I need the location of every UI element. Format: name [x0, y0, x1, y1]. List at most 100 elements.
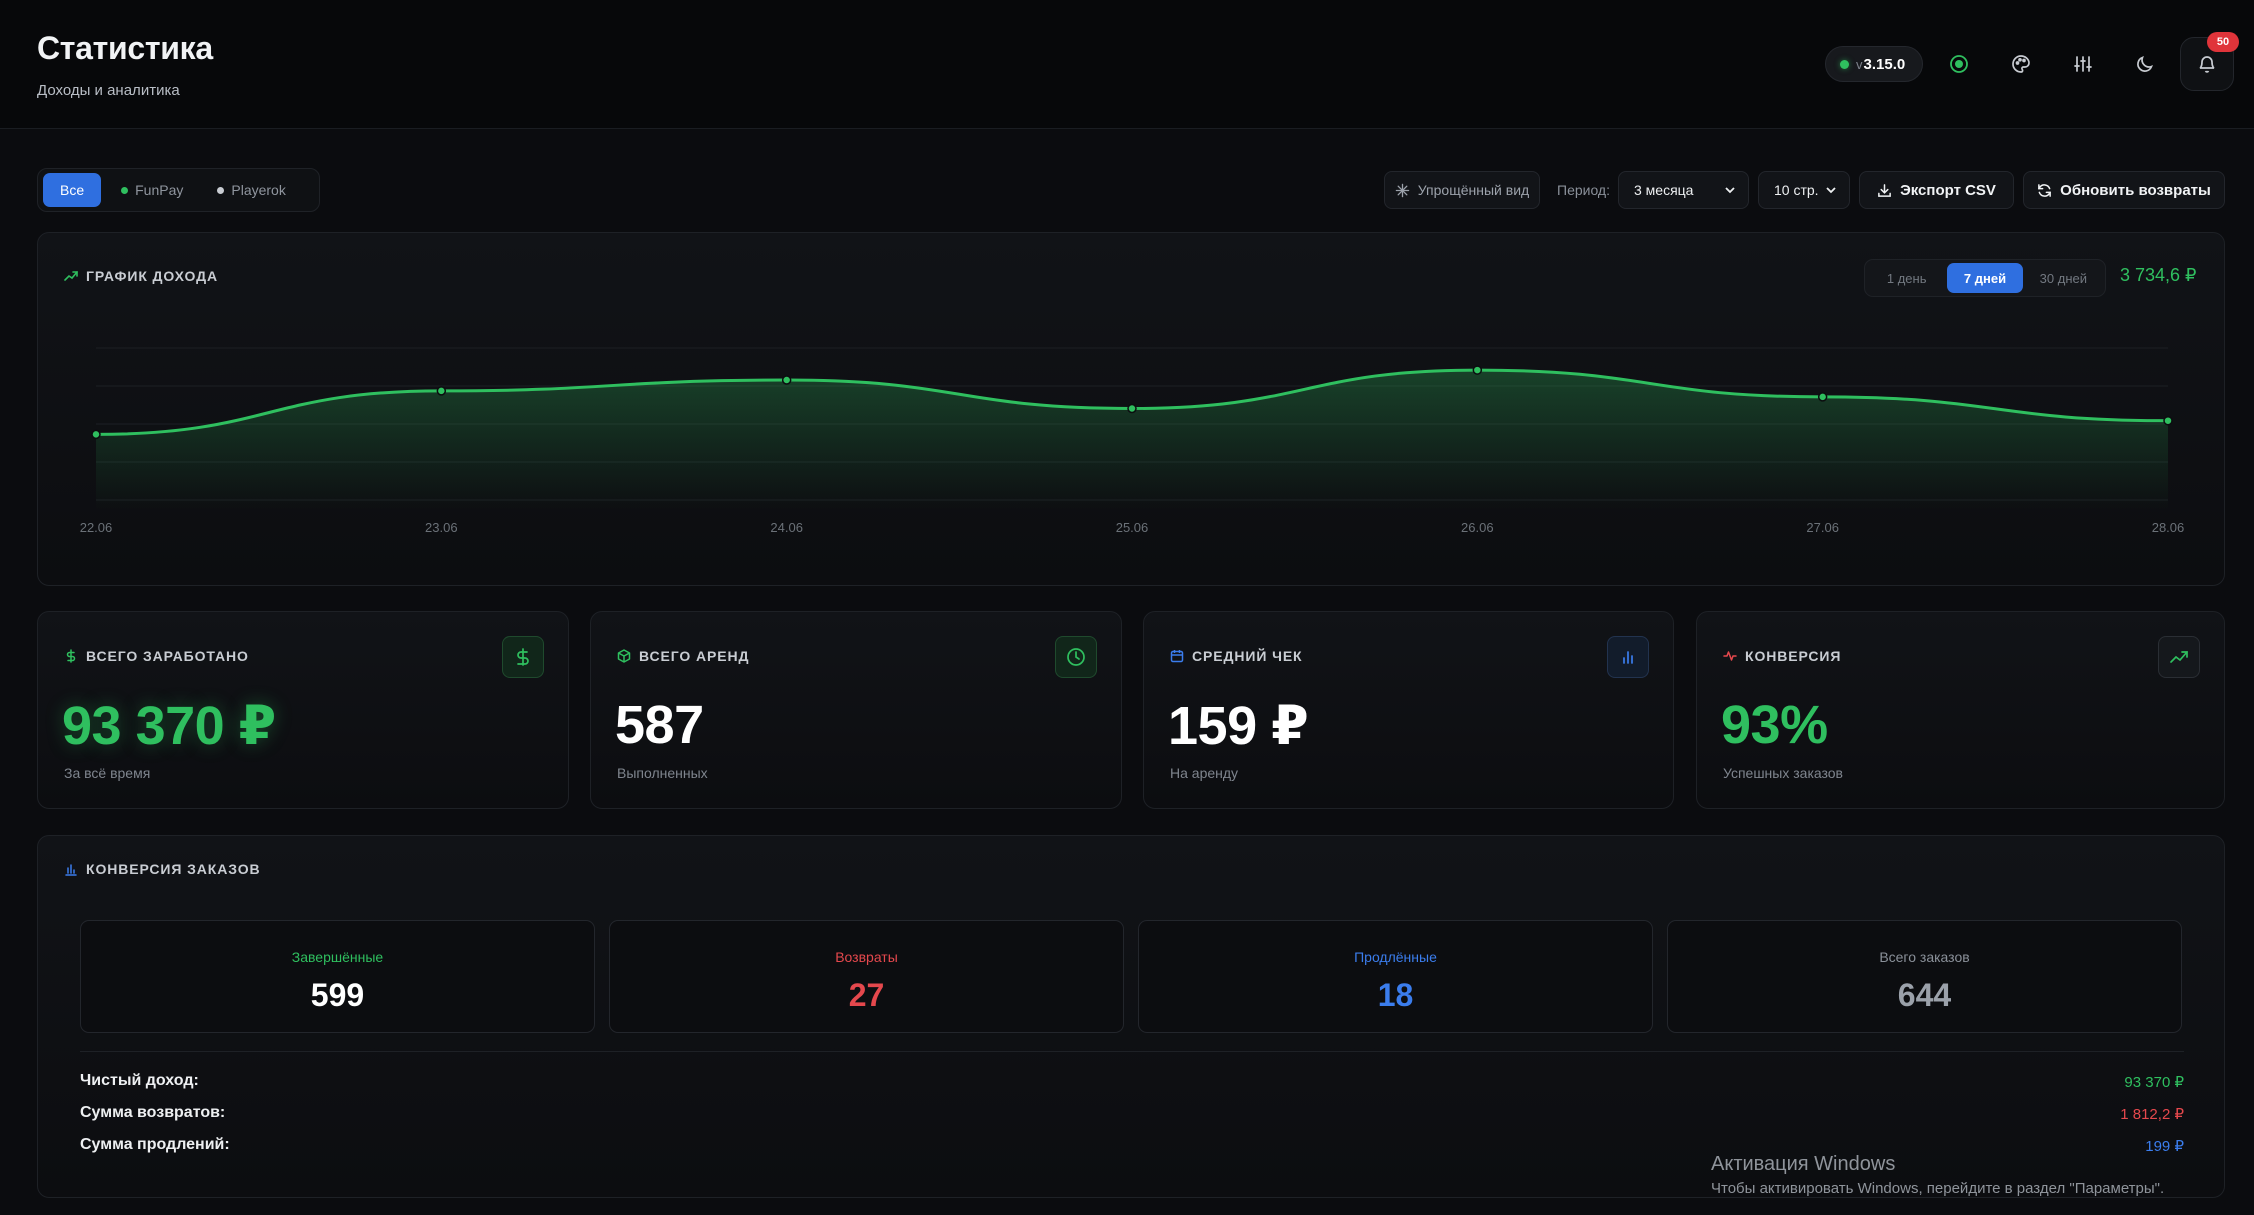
simple-view-button[interactable]: Упрощённый вид [1384, 171, 1540, 209]
source-filter-tabs: Все FunPay Playerok [37, 168, 320, 212]
conversion-box-completed: Завершённые 599 [80, 920, 595, 1033]
income-chart-title: ГРАФИК ДОХОДА [64, 268, 218, 284]
chevron-down-icon [1826, 187, 1836, 194]
stat-value: 93 370 ₽ [62, 696, 276, 756]
version-number: 3.15.0 [1863, 55, 1906, 73]
chart-data-point[interactable] [91, 429, 101, 440]
conversion-box-value: 644 [1897, 977, 1952, 1013]
chevron-down-icon [1725, 187, 1735, 194]
bell-icon [2199, 56, 2215, 73]
bar-chart-icon [1623, 651, 1633, 664]
per-page-select[interactable]: 10 стр. [1758, 171, 1850, 209]
chart-x-tick-label: 24.06 [770, 520, 803, 535]
export-csv-button[interactable]: Экспорт CSV [1859, 171, 2014, 209]
conversion-box-label: Завершённые [291, 949, 384, 965]
conversion-box-label: Всего заказов [1879, 949, 1970, 965]
theme-palette-button[interactable] [1999, 42, 2043, 86]
chart-data-point[interactable] [781, 375, 792, 385]
conversion-box-returns: Возвраты 27 [609, 920, 1124, 1033]
stat-icon-box [502, 636, 544, 678]
conversion-box-total: Всего заказов 644 [1667, 920, 2182, 1033]
stat-label-text: ВСЕГО АРЕНД [639, 648, 750, 664]
range-tab-1-day[interactable]: 1 день [1886, 270, 1927, 286]
top-header: Статистика Доходы и аналитика v 3.15.0 5… [0, 0, 2254, 129]
activity-icon [1723, 651, 1737, 661]
stat-value: 159 ₽ [1168, 696, 1309, 756]
stat-label-text: ВСЕГО ЗАРАБОТАНО [86, 648, 249, 664]
conversion-box-extended: Продлённые 18 [1138, 920, 1653, 1033]
stat-label-text: КОНВЕРСИЯ [1745, 648, 1842, 664]
conversion-box-value: 18 [1377, 977, 1414, 1013]
period-select-value: 3 месяца [1634, 182, 1694, 198]
period-select[interactable]: 3 месяца [1618, 171, 1749, 209]
radio-dot-icon [1950, 55, 1968, 73]
version-badge[interactable]: v 3.15.0 [1825, 46, 1923, 82]
chart-data-point[interactable] [2163, 415, 2173, 426]
chart-x-tick-label: 22.06 [80, 520, 113, 535]
funpay-dot-icon [121, 186, 129, 194]
source-tab-all[interactable]: Все [43, 173, 102, 207]
status-dot-icon [1840, 59, 1849, 69]
stat-card-average-check: СРЕДНИЙ ЧЕК 159 ₽ На аренду [1143, 611, 1674, 809]
windows-activation-subtitle: Чтобы активировать Windows, перейдите в … [1711, 1180, 2165, 1197]
box-icon [617, 649, 631, 663]
stat-card-total-rentals: ВСЕГО АРЕНД 587 Выполненных [590, 611, 1122, 809]
income-chart-title-text: ГРАФИК ДОХОДА [86, 268, 219, 284]
chart-data-point[interactable] [1127, 403, 1137, 414]
stat-card-total-earned: ВСЕГО ЗАРАБОТАНО 93 370 ₽ За всё время [37, 611, 569, 809]
playerok-dot-icon [217, 186, 225, 194]
refresh-returns-label: Обновить возвраты [2060, 181, 2211, 199]
stat-label: ВСЕГО АРЕНД [617, 648, 749, 664]
windows-activation-title: Активация Windows [1711, 1153, 1896, 1175]
page-title: Статистика [37, 30, 213, 66]
conversion-divider [80, 1051, 2184, 1052]
page-subtitle: Доходы и аналитика [37, 82, 180, 99]
stat-icon-box [1607, 636, 1649, 678]
dark-mode-toggle[interactable] [2123, 42, 2167, 86]
chart-x-tick-label: 26.06 [1461, 520, 1494, 535]
stat-label: ВСЕГО ЗАРАБОТАНО [64, 648, 249, 664]
order-conversion-title: КОНВЕРСИЯ ЗАКАЗОВ [64, 861, 261, 877]
chart-data-point[interactable] [1817, 392, 1828, 402]
chart-data-point[interactable] [436, 386, 447, 396]
chart-x-tick-label: 25.06 [1116, 520, 1149, 535]
chart-data-point[interactable] [1472, 365, 1483, 375]
palette-icon [2012, 55, 2030, 73]
export-csv-label: Экспорт CSV [1900, 181, 1996, 199]
source-tab-label: Playerok [231, 182, 286, 198]
settings-sliders-button[interactable] [2061, 42, 2105, 86]
stat-label: КОНВЕРСИЯ [1723, 648, 1841, 664]
dollar-icon [66, 649, 76, 663]
net-income-label: Чистый доход: [80, 1072, 199, 1089]
notification-count-badge: 50 [2207, 32, 2239, 52]
returns-sum-label: Сумма возвратов: [80, 1104, 226, 1121]
chart-x-tick-label: 23.06 [425, 520, 458, 535]
bar-chart-icon [65, 864, 77, 876]
stat-icon-box [1055, 636, 1097, 678]
source-tab-label: Все [60, 182, 85, 198]
stat-label-text: СРЕДНИЙ ЧЕК [1192, 648, 1303, 664]
income-area-fill [96, 370, 2168, 510]
source-tab-label: FunPay [135, 182, 184, 198]
connection-status-button[interactable] [1937, 42, 1981, 86]
source-tab-funpay[interactable]: FunPay [107, 173, 197, 207]
extensions-sum-value: 199 ₽ [2145, 1138, 2184, 1155]
stat-subtitle: Выполненных [617, 765, 708, 781]
stat-value: 587 [615, 695, 704, 755]
extensions-sum-label: Сумма продлений: [80, 1136, 230, 1153]
returns-sum-value: 1 812,2 ₽ [2120, 1106, 2184, 1123]
period-label: Период: [1557, 182, 1610, 198]
range-tab-7-days[interactable]: 7 дней [1947, 263, 2023, 293]
conversion-box-label: Продлённые [1354, 949, 1437, 965]
download-icon [1878, 183, 1891, 197]
stat-subtitle: На аренду [1170, 765, 1239, 781]
moon-icon [2137, 56, 2153, 72]
chart-x-tick-label: 27.06 [1806, 520, 1839, 535]
chart-total-value: 3 734,6 ₽ [2120, 265, 2197, 285]
stat-icon-box [2158, 636, 2200, 678]
refresh-icon [2038, 183, 2052, 197]
refresh-returns-button[interactable]: Обновить возвраты [2023, 171, 2225, 209]
order-conversion-title-text: КОНВЕРСИЯ ЗАКАЗОВ [86, 861, 261, 877]
source-tab-playerok[interactable]: Playerok [203, 173, 299, 207]
range-tab-30-days[interactable]: 30 дней [2039, 270, 2087, 286]
